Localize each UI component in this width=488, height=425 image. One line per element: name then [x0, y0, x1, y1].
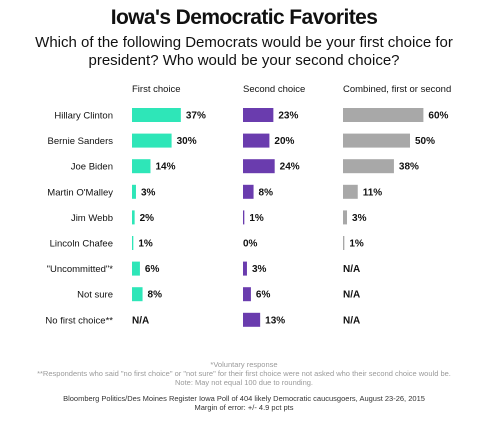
series-header-1: Second choice	[243, 84, 305, 95]
data-label: 8%	[148, 290, 163, 301]
data-label: 1%	[249, 213, 264, 224]
bar	[132, 236, 134, 250]
category-label: Lincoln Chafee	[50, 239, 113, 250]
bar	[343, 210, 348, 225]
data-label: 6%	[256, 290, 271, 301]
category-label: "Uncommitted"*	[47, 264, 114, 275]
bar	[132, 210, 135, 225]
data-label: N/A	[343, 290, 360, 301]
bar-chart: First choice Second choice Combined, first…	[45, 84, 451, 327]
bar	[243, 133, 270, 148]
data-label: 13%	[265, 315, 285, 326]
bar	[132, 133, 172, 148]
category-label: Martin O'Malley	[47, 187, 113, 198]
data-label: 24%	[280, 162, 300, 173]
bar	[243, 287, 251, 302]
chart-title: Iowa's Democratic Favorites	[110, 6, 378, 29]
data-label: 8%	[259, 187, 274, 198]
bar	[243, 108, 274, 122]
category-label: Not sure	[77, 290, 113, 301]
bar	[132, 159, 151, 174]
chart-subtitle: Which of the following Democrats would b…	[35, 34, 453, 69]
data-label: 11%	[363, 187, 383, 198]
data-label: 30%	[177, 136, 197, 147]
data-label: 1%	[349, 239, 364, 250]
data-label: 3%	[352, 213, 367, 224]
data-label: 3%	[252, 264, 267, 275]
category-label: Bernie Sanders	[48, 136, 114, 147]
data-label: N/A	[343, 264, 360, 275]
margin-of-error: Margin of error: +/- 4.9 pct pts	[194, 403, 294, 412]
data-label: 20%	[274, 136, 294, 147]
data-label: 23%	[278, 111, 298, 122]
category-label: Hillary Clinton	[54, 111, 113, 122]
category-label: Jim Webb	[71, 213, 113, 224]
data-label: 2%	[140, 213, 155, 224]
footnote-no-first-choice: **Respondents who said "no first choice"…	[37, 369, 451, 378]
data-label: N/A	[132, 315, 149, 326]
footnote-voluntary: *Voluntary response	[210, 360, 278, 369]
bar	[343, 133, 410, 148]
data-label: 3%	[141, 187, 156, 198]
data-label: 0%	[243, 239, 258, 250]
data-label: 50%	[415, 136, 435, 147]
series-header-0: First choice	[132, 84, 181, 95]
data-label: 14%	[155, 162, 175, 173]
series-header-2: Combined, first or second	[343, 84, 451, 95]
data-label: 1%	[138, 239, 153, 250]
bar	[243, 210, 245, 225]
bar	[132, 184, 136, 199]
category-label: Joe Biden	[71, 162, 113, 173]
source-note: Bloomberg Politics/Des Moines Register I…	[63, 394, 425, 403]
bar	[132, 108, 181, 122]
bar	[243, 261, 247, 276]
bar	[243, 159, 275, 174]
data-label: N/A	[343, 315, 360, 326]
data-label: 60%	[428, 111, 448, 122]
bar	[132, 261, 140, 276]
data-label: 38%	[399, 162, 419, 173]
category-label: No first choice**	[45, 315, 113, 326]
footnote-rounding: Note: May not equal 100 due to rounding.	[174, 378, 313, 387]
bar	[132, 287, 143, 302]
bar	[343, 108, 424, 122]
bar	[243, 184, 254, 199]
bar	[243, 312, 261, 327]
bar	[343, 159, 394, 174]
data-label: 6%	[145, 264, 160, 275]
bar	[343, 184, 358, 199]
bar	[343, 236, 345, 250]
data-label: 37%	[186, 111, 206, 122]
